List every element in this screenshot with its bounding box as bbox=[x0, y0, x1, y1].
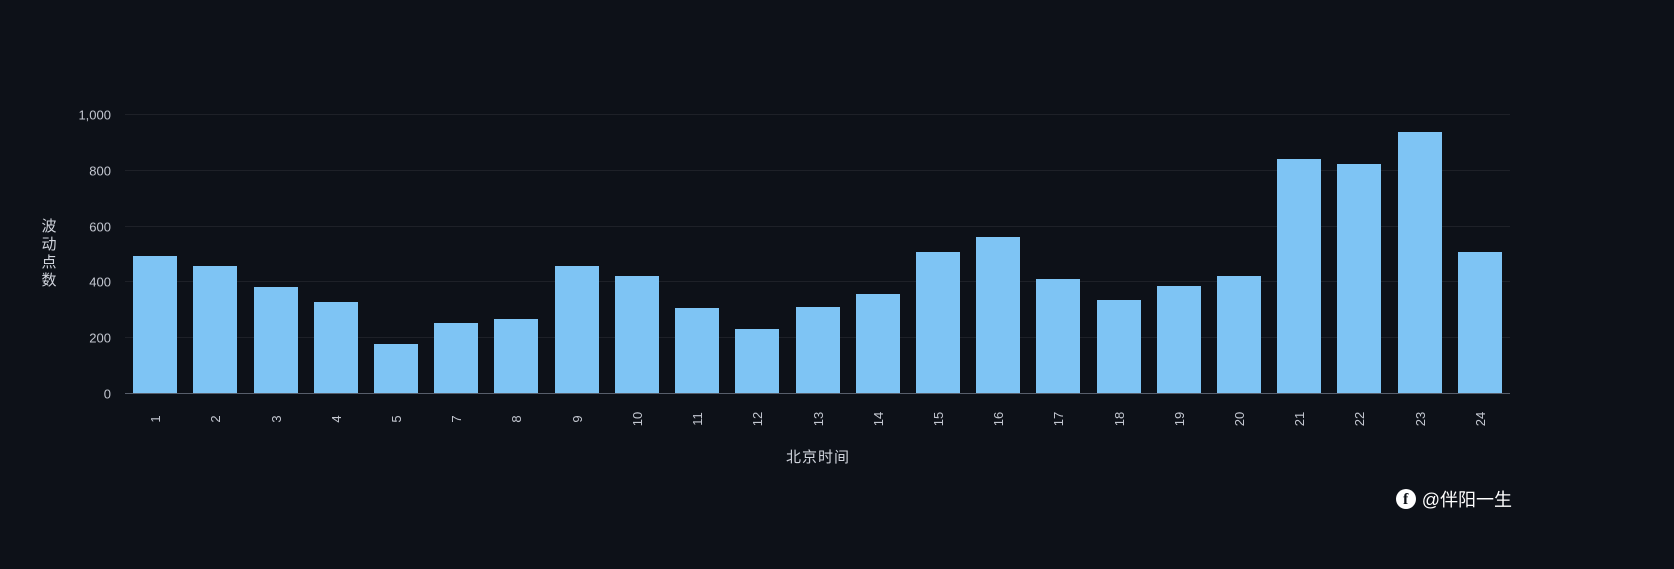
bar-3[interactable] bbox=[253, 286, 298, 393]
x-tick-label: 17 bbox=[1050, 411, 1066, 427]
gridline bbox=[125, 114, 1510, 115]
gridline bbox=[125, 281, 1510, 283]
y-tick-label: 600 bbox=[89, 219, 111, 235]
x-axis-title: 北京时间 bbox=[785, 449, 851, 466]
gridline bbox=[125, 225, 1510, 227]
y-tick-label: 800 bbox=[89, 163, 111, 179]
x-tick-label: 5 bbox=[388, 415, 404, 423]
bar-12[interactable] bbox=[735, 328, 780, 393]
x-tick-label: 14 bbox=[870, 411, 886, 427]
bar-1[interactable] bbox=[133, 256, 178, 393]
bar-23[interactable] bbox=[1397, 132, 1442, 393]
y-tick-label: 0 bbox=[103, 386, 111, 402]
x-tick-label: 18 bbox=[1111, 411, 1127, 427]
bar-17[interactable] bbox=[1036, 278, 1081, 393]
facebook-icon: f bbox=[1395, 489, 1416, 509]
x-tick-label: 7 bbox=[448, 415, 464, 423]
bar-8[interactable] bbox=[494, 319, 539, 393]
x-tick-label: 3 bbox=[268, 415, 284, 423]
bar-16[interactable] bbox=[976, 236, 1021, 393]
x-tick-label: 8 bbox=[508, 415, 524, 423]
x-tick-label: 10 bbox=[629, 411, 645, 427]
bar-4[interactable] bbox=[313, 302, 358, 393]
x-tick-label: 22 bbox=[1351, 411, 1367, 427]
bar-7[interactable] bbox=[434, 323, 479, 393]
x-tick-label: 1 bbox=[147, 415, 163, 423]
x-tick-label: 12 bbox=[749, 411, 765, 427]
x-tick-label: 20 bbox=[1231, 411, 1247, 427]
x-tick-label: 24 bbox=[1472, 411, 1488, 427]
y-axis-title: 波动点数 bbox=[39, 218, 57, 290]
bar-9[interactable] bbox=[554, 266, 599, 393]
watermark: f @伴阳一生 bbox=[1395, 486, 1512, 512]
x-axis-line bbox=[125, 393, 1510, 394]
bar-13[interactable] bbox=[795, 306, 840, 393]
y-tick-label: 1,000 bbox=[78, 107, 111, 123]
x-tick-label: 2 bbox=[207, 415, 223, 423]
x-tick-label: 11 bbox=[689, 412, 705, 426]
x-tick-label: 16 bbox=[990, 411, 1006, 427]
bar-14[interactable] bbox=[855, 293, 900, 393]
watermark-handle: @伴阳一生 bbox=[1421, 490, 1512, 510]
x-tick-label: 9 bbox=[569, 415, 585, 423]
x-tick-label: 19 bbox=[1171, 411, 1187, 427]
x-tick-label: 21 bbox=[1291, 411, 1307, 427]
bar-22[interactable] bbox=[1337, 164, 1382, 393]
bar-2[interactable] bbox=[193, 266, 238, 393]
x-tick-label: 4 bbox=[328, 415, 344, 423]
bar-11[interactable] bbox=[675, 307, 720, 393]
bar-21[interactable] bbox=[1277, 158, 1322, 393]
bar-24[interactable] bbox=[1457, 252, 1502, 393]
bar-18[interactable] bbox=[1096, 299, 1141, 393]
bar-5[interactable] bbox=[373, 344, 418, 393]
x-tick-label: 15 bbox=[930, 411, 946, 427]
plot-area: 0 200 400 600 800 1,000 1 2 3 4 5 7 8 9 10 11 12 13 14 15 16… bbox=[78, 108, 1510, 426]
bar-20[interactable] bbox=[1217, 275, 1262, 393]
bar-15[interactable] bbox=[915, 252, 960, 393]
bar-19[interactable] bbox=[1156, 285, 1201, 393]
x-tick-label: 23 bbox=[1412, 411, 1428, 427]
gridline bbox=[125, 169, 1510, 171]
x-tick-label: 13 bbox=[810, 411, 825, 427]
bar-10[interactable] bbox=[614, 275, 659, 393]
y-tick-label: 400 bbox=[89, 274, 111, 290]
y-tick-label: 200 bbox=[89, 330, 111, 346]
